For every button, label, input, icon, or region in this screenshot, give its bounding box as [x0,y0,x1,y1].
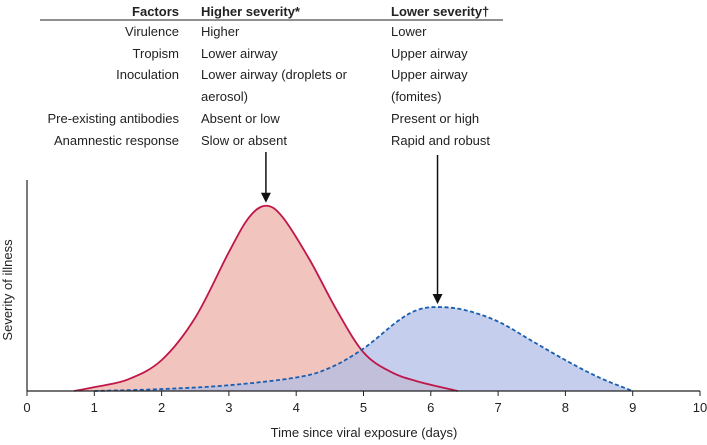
lower-inoculation-line1: Upper airway [391,67,468,82]
higher-inoculation-line2: aerosol) [201,89,248,104]
series-1-area [74,205,458,391]
series-2-line [94,306,634,392]
x-axis-label: Time since viral exposure (days) [271,425,458,440]
x-tick-label: 0 [23,400,30,415]
x-tick-label: 10 [693,400,707,415]
peak-arrows [260,152,443,305]
x-tick-label: 8 [562,400,569,415]
lower-pre-existing-antibodies: Present or high [391,111,479,126]
higher-virulence: Higher [201,24,240,39]
factor-virulence: Virulence [125,24,179,39]
lower-anamnestic-response: Rapid and robust [391,133,490,148]
x-tick-label: 1 [91,400,98,415]
y-axis-label: Severity of illness [0,239,15,341]
lower-inoculation-line2: (fomites) [391,89,442,104]
higher-tropism: Lower airway [201,46,278,61]
factor-inoculation: Inoculation [116,67,179,82]
factor-anamnestic-response: Anamnestic response [54,133,179,148]
x-tick-label: 3 [225,400,232,415]
factor-tropism: Tropism [133,46,179,61]
series-lines [73,204,634,392]
higher-anamnestic-response: Slow or absent [201,133,287,148]
x-ticks: 0 1 2 3 4 5 6 7 8 9 10 [23,391,707,415]
table-header-factors: Factors [132,4,179,19]
x-tick-label: 9 [629,400,636,415]
lower-tropism: Upper airway [391,46,468,61]
table-header-lower-severity: Lower severity† [391,4,489,19]
factors-table: Factors Higher severity* Lower severity†… [40,4,503,148]
x-tick-label: 5 [360,400,367,415]
higher-inoculation-line1: Lower airway (droplets or [201,67,348,82]
higher-pre-existing-antibodies: Absent or low [201,111,280,126]
table-header-higher-severity: Higher severity* [201,4,301,19]
series-1-line [73,204,458,392]
lower-virulence: Lower [391,24,427,39]
x-tick-label: 4 [293,400,300,415]
x-tick-label: 7 [494,400,501,415]
factor-pre-existing-antibodies: Pre-existing antibodies [47,111,179,126]
x-tick-label: 6 [427,400,434,415]
x-tick-label: 2 [158,400,165,415]
